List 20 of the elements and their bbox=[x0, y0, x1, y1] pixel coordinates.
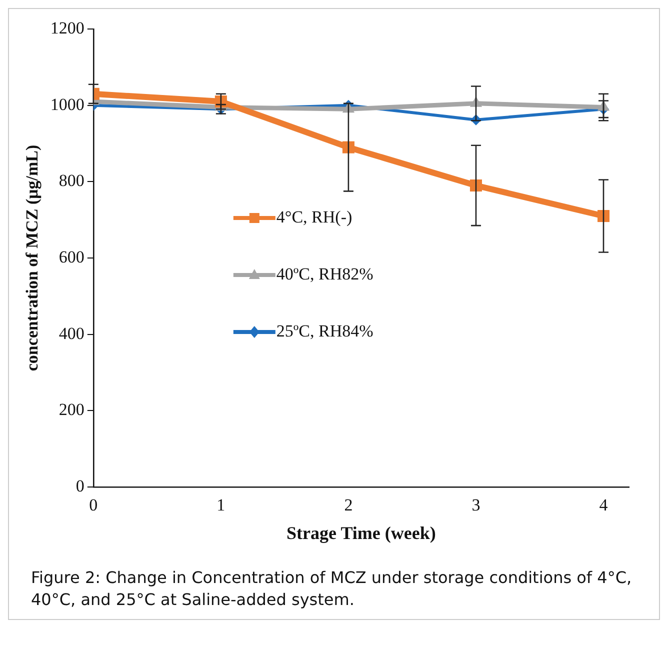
y-tick-label: 0 bbox=[76, 476, 84, 496]
y-tick-label: 1200 bbox=[50, 18, 84, 38]
legend-label: 25ºC, RH84% bbox=[276, 321, 374, 340]
y-tick-label: 600 bbox=[58, 247, 84, 266]
x-tick-label: 4 bbox=[599, 496, 608, 515]
x-tick-label: 0 bbox=[89, 496, 98, 515]
x-axis-title: Strage Time (week) bbox=[286, 522, 436, 543]
y-tick-label: 400 bbox=[58, 324, 84, 343]
y-tick-label: 200 bbox=[58, 400, 84, 420]
y-tick-label: 1000 bbox=[50, 94, 84, 114]
y-tick-label: 800 bbox=[58, 171, 84, 190]
caption: Figure 2: Change in Concentration of MCZ under storage conditions of 4°C, 40°C, and 25°C at Saline-added system. bbox=[31, 567, 633, 611]
y-axis-title: concentration of MCZ (μg/mL) bbox=[22, 144, 42, 372]
legend-label: 40ºC, RH82% bbox=[276, 264, 374, 284]
x-tick-label: 1 bbox=[216, 496, 226, 515]
point bbox=[470, 179, 482, 192]
x-tick-label: 3 bbox=[472, 496, 480, 515]
point bbox=[342, 141, 354, 154]
x-tick-label: 2 bbox=[344, 496, 353, 515]
legend-label: 4°C, RH(-) bbox=[276, 207, 352, 226]
